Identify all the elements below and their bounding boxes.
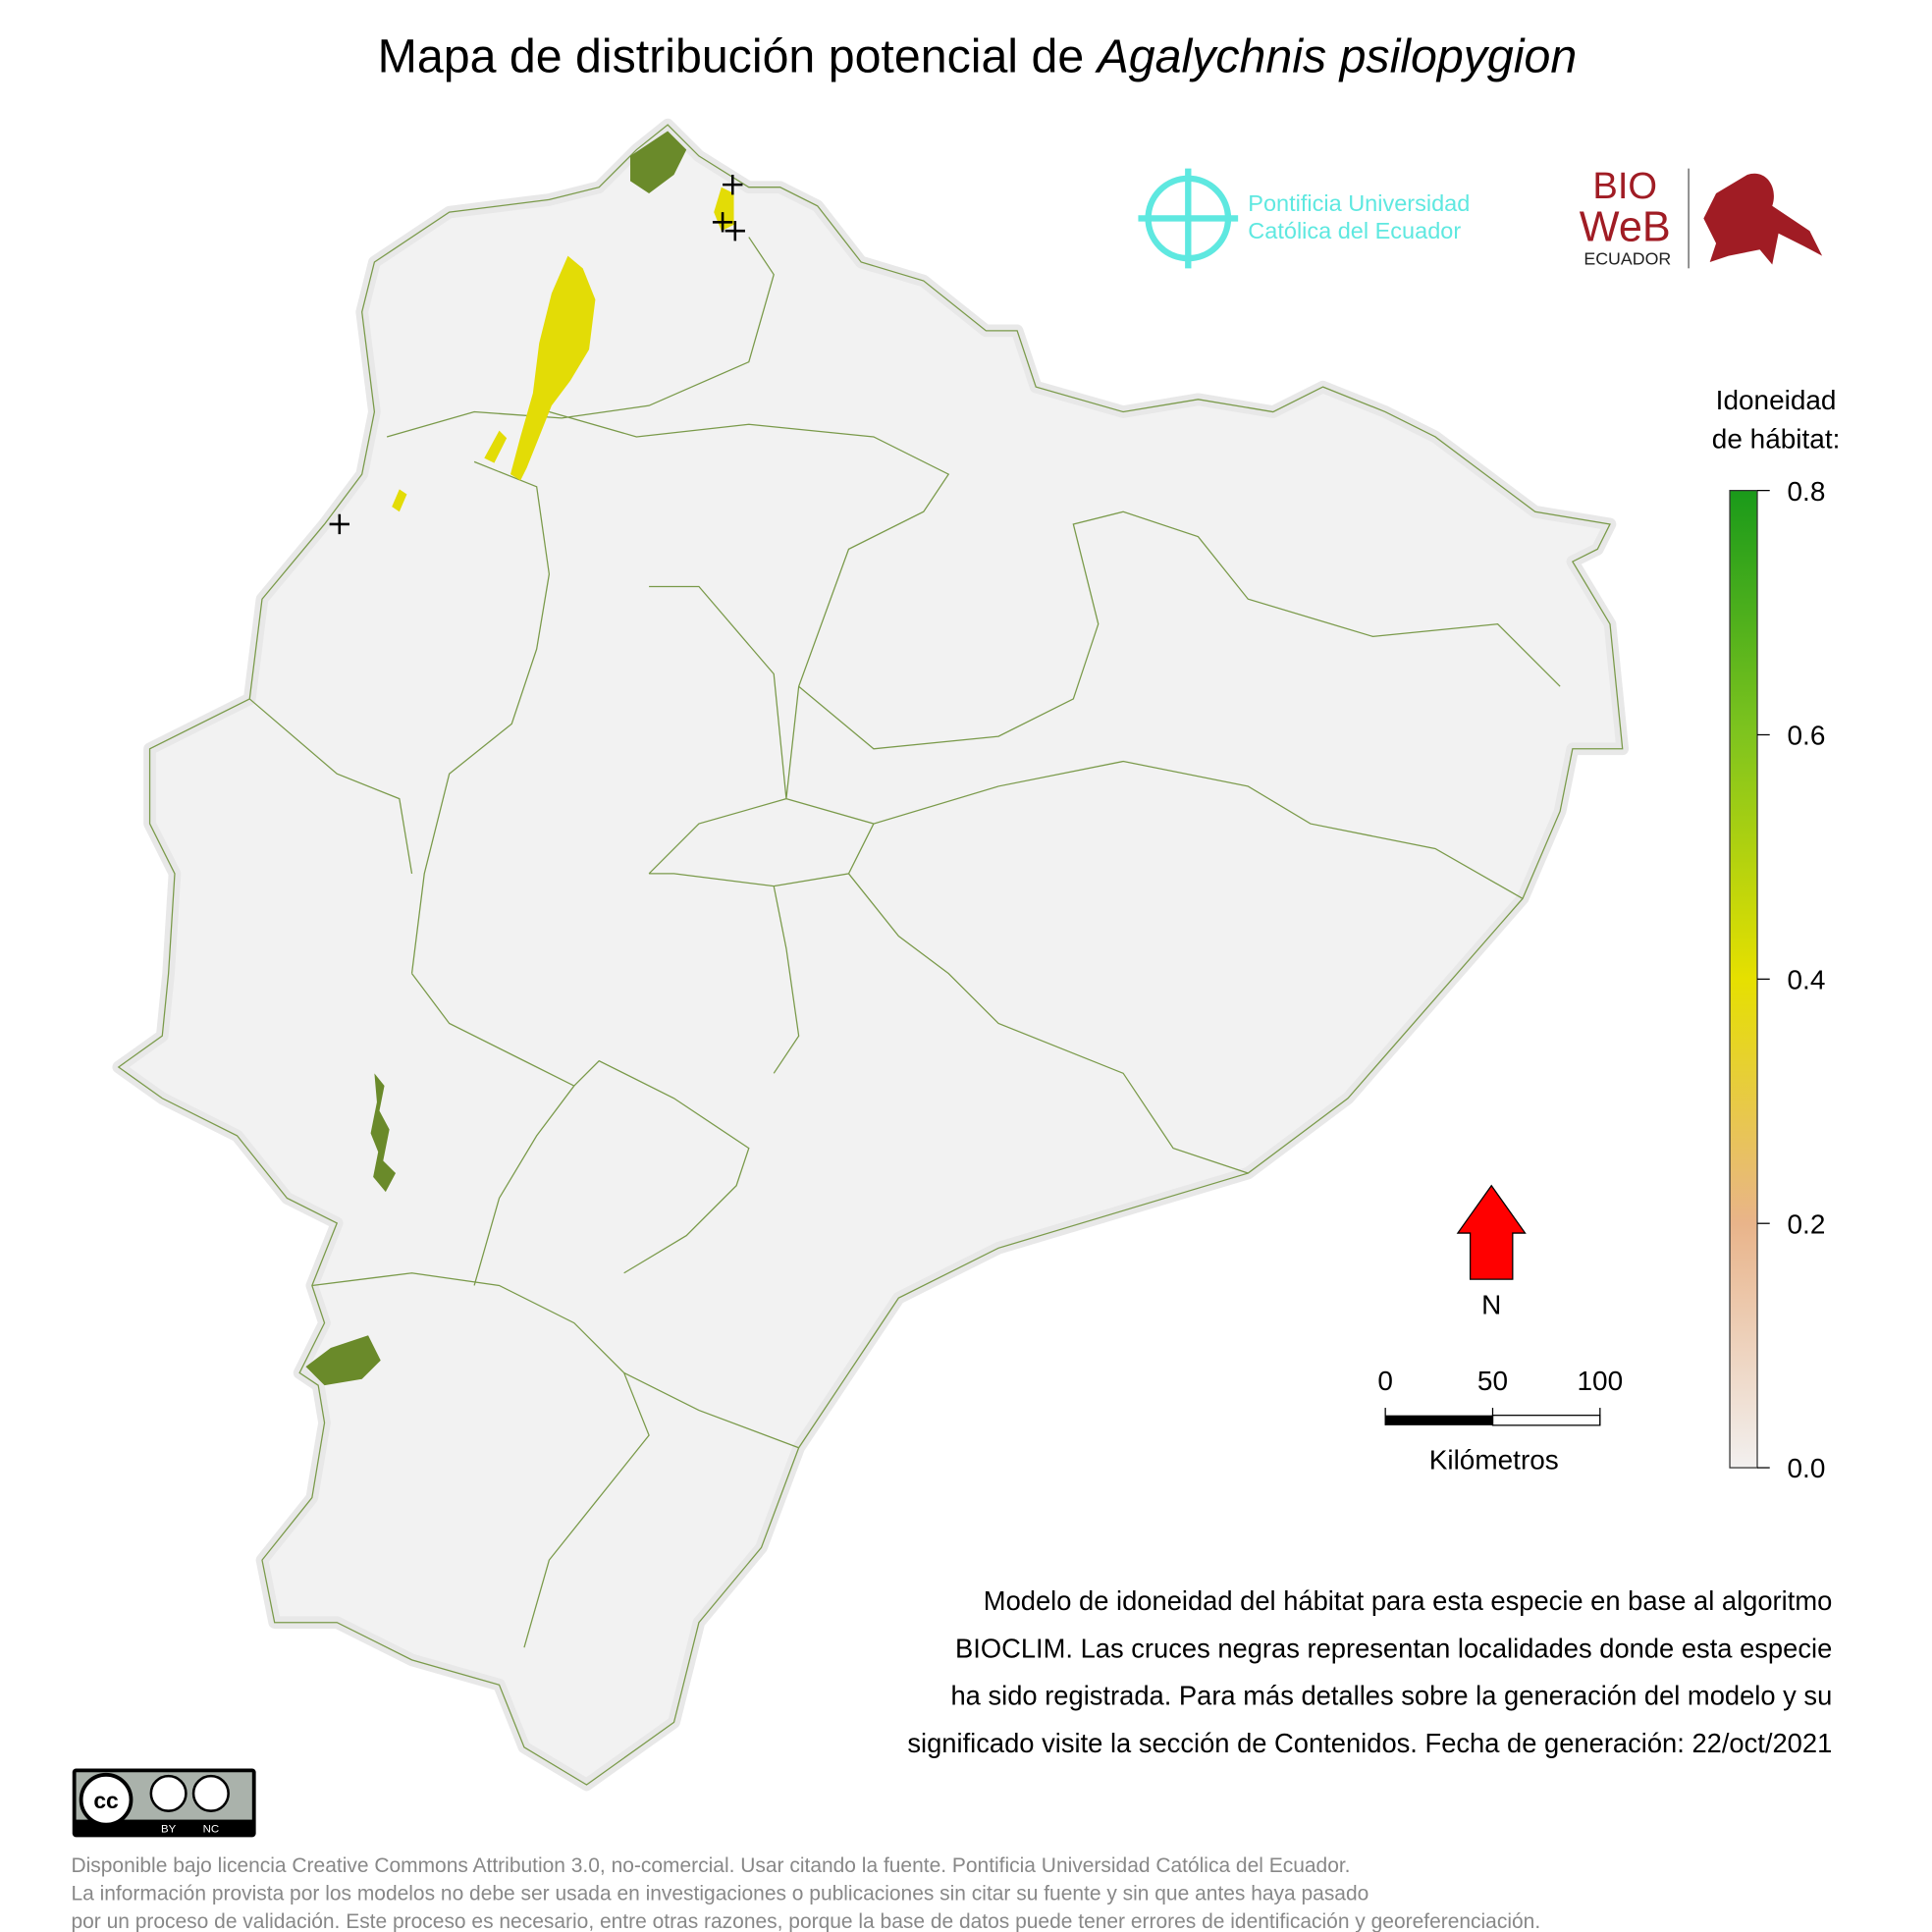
legend-tick-label: 0.6 [1788,721,1826,751]
legend: Idoneidad de hábitat: 0.0 0.2 0.4 0.6 0.8 [1712,385,1841,1483]
description-line: Modelo de idoneidad del hábitat para est… [984,1585,1832,1616]
title-species: Agalychnis psilopygion [1095,30,1578,83]
cc-badge: cc BY NC [72,1768,256,1838]
license-line: Disponible bajo licencia Creative Common… [71,1854,1350,1877]
description-line: ha sido registrada. Para más detalles so… [950,1681,1832,1711]
cc-label: BY [161,1823,177,1835]
legend-title: de hábitat: [1712,423,1841,454]
cc-mark: cc [93,1788,119,1813]
logo-text: Pontificia Universidad [1248,190,1470,216]
legend-title: Idoneidad [1716,385,1837,415]
scale-unit: Kilómetros [1429,1444,1559,1475]
occurrence-crosses [329,174,745,535]
description: Modelo de idoneidad del hábitat para est… [907,1585,1832,1758]
legend-tick-label: 0.4 [1788,965,1826,995]
description-line: significado visite la sección de Conteni… [907,1728,1832,1758]
bioweb-logo: BIO WeB ECUADOR [1580,165,1823,269]
description-line: BIOCLIM. Las cruces negras representan l… [955,1633,1832,1663]
cc-label: NC [203,1823,220,1835]
license: Disponible bajo licencia Creative Common… [71,1854,1540,1932]
scale-tick-label: 100 [1578,1366,1624,1396]
legend-tick-label: 0.2 [1788,1208,1826,1239]
north-arrow: N [1456,1184,1527,1320]
scale-tick-label: 0 [1377,1366,1393,1396]
color-bar [1729,489,1758,1469]
title: Mapa de distribución potencial de Agalyc… [378,30,1578,83]
country-map [112,118,1630,1792]
legend-tick-label: 0.8 [1788,476,1826,507]
scale-segment [1385,1415,1493,1425]
scale-tick-label: 50 [1477,1366,1508,1396]
logo-text: BIO [1592,165,1657,207]
logo-text: WeB [1580,203,1671,250]
license-line: La información provista por los modelos … [71,1883,1368,1905]
logo-text: ECUADOR [1583,249,1671,269]
north-label: N [1481,1290,1501,1320]
scale-bar: Kilómetros 0 50 100 [1377,1366,1623,1475]
logo-text: Católica del Ecuador [1248,218,1461,243]
license-line: por un proceso de validación. Este proce… [71,1910,1540,1932]
puce-logo: Pontificia Universidad Católica del Ecua… [1138,168,1470,269]
scale-segment [1491,1415,1601,1426]
title-text: Mapa de distribución potencial de [378,30,1098,83]
legend-tick-label: 0.0 [1788,1453,1826,1483]
